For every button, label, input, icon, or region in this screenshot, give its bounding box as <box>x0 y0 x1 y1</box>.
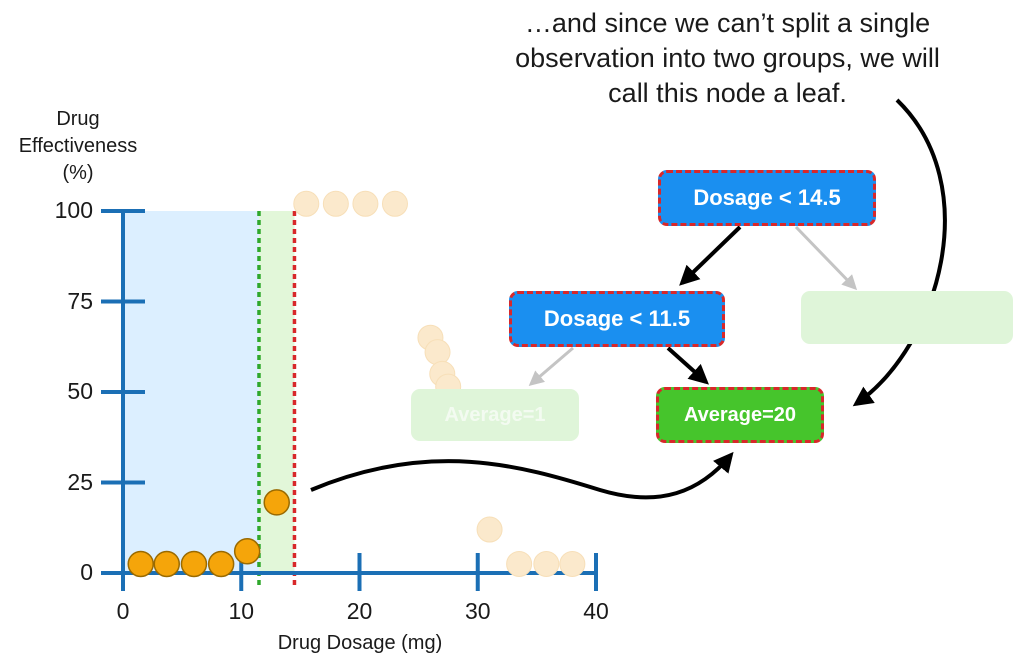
highlighted-data-point <box>127 550 154 578</box>
x-tick-label: 0 <box>116 598 130 624</box>
annotation-line-1: …and since we can’t split a single <box>524 8 931 38</box>
x-tick-label: 30 <box>464 598 491 624</box>
shaded-region-1 <box>123 211 259 573</box>
edge-root-to-right <box>794 225 858 291</box>
x-axis-label: Drug Dosage (mg) <box>277 632 443 654</box>
faded-data-point <box>322 190 349 217</box>
faded-data-point <box>506 550 533 577</box>
y-tick-label: 25 <box>67 468 93 495</box>
edge-root-to-left <box>679 225 742 286</box>
y-tick-label: 0 <box>80 559 93 585</box>
right-node-faded <box>801 291 1013 344</box>
highlighted-data-point <box>207 550 235 578</box>
y-axis-label: Drug Effectiveness (%) <box>0 106 156 187</box>
faded-data-point <box>559 550 586 577</box>
highlighted-data-point <box>153 550 181 578</box>
highlighted-data-point <box>180 550 208 578</box>
y-tick-label: 50 <box>67 378 93 404</box>
edge-left-to-faded-leaf <box>528 346 574 386</box>
shaded-region-2 <box>258 211 295 573</box>
highlighted-data-point <box>233 538 261 565</box>
faded-data-point <box>352 190 379 217</box>
highlighted-data-point <box>263 489 290 516</box>
annotation-line-3: call this node a leaf. <box>608 78 847 108</box>
faded-data-point <box>424 339 451 366</box>
point-to-leaf-arrow <box>310 451 734 500</box>
y-axis-label-line-2: Effectiveness <box>18 135 138 157</box>
y-tick-label: 75 <box>67 287 93 314</box>
x-tick-label: 40 <box>583 598 609 624</box>
y-tick-label: 100 <box>54 197 93 223</box>
annotation-arrow <box>852 98 947 407</box>
x-tick-label: 20 <box>346 598 373 624</box>
faded-data-point <box>381 190 408 217</box>
left-node: Dosage < 11.5 <box>509 291 725 347</box>
annotation-line-2: observation into two groups, we will <box>515 43 940 73</box>
x-tick-label: 10 <box>228 598 255 624</box>
faded-data-point <box>476 516 503 543</box>
faded-data-point <box>293 190 320 217</box>
root-node: Dosage < 14.5 <box>658 170 876 226</box>
annotation-text: …and since we can’t split a single obser… <box>440 6 1015 111</box>
leaf-node-highlighted: Average=20 <box>656 387 824 443</box>
edge-left-to-leaf <box>666 346 709 385</box>
y-axis-label-line-1: Drug <box>56 108 100 130</box>
leaf-node-faded: Average=1 <box>411 389 579 441</box>
y-axis-label-line-3: (%) <box>62 162 94 184</box>
faded-data-point <box>533 550 560 577</box>
